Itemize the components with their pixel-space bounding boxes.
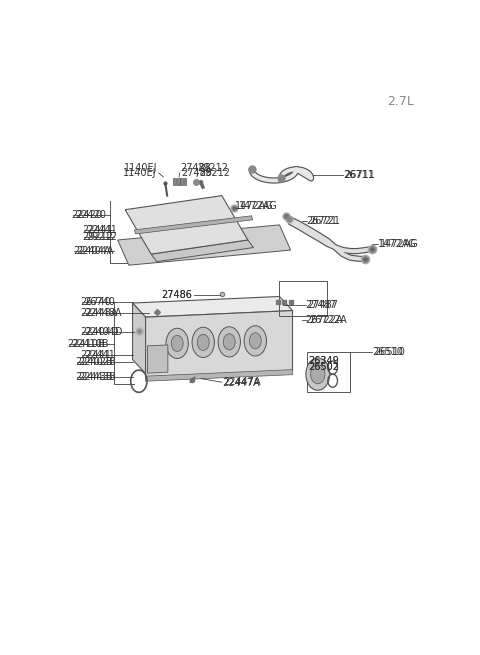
Text: 26721: 26721 bbox=[306, 216, 337, 226]
Text: 26740: 26740 bbox=[84, 297, 115, 307]
Polygon shape bbox=[134, 215, 252, 234]
Circle shape bbox=[223, 334, 235, 350]
Text: 22441: 22441 bbox=[83, 225, 113, 235]
Text: 26502: 26502 bbox=[308, 362, 339, 372]
Bar bbox=[173, 178, 177, 185]
Text: 22447A: 22447A bbox=[224, 377, 261, 387]
Text: 29212: 29212 bbox=[83, 232, 113, 242]
Polygon shape bbox=[132, 303, 145, 373]
Polygon shape bbox=[125, 196, 248, 254]
Text: 26740: 26740 bbox=[81, 297, 111, 307]
Text: 22441: 22441 bbox=[84, 350, 115, 360]
Text: 1140EJ: 1140EJ bbox=[123, 168, 156, 178]
Text: 27486: 27486 bbox=[161, 290, 192, 301]
Text: 26711: 26711 bbox=[345, 170, 375, 180]
Bar bbox=[307, 352, 350, 392]
Text: 26502: 26502 bbox=[308, 362, 339, 372]
Text: 22420: 22420 bbox=[71, 210, 102, 220]
Bar bbox=[180, 178, 183, 185]
Text: 22410B: 22410B bbox=[71, 339, 109, 349]
Text: 26510: 26510 bbox=[372, 347, 403, 357]
Polygon shape bbox=[132, 297, 292, 317]
Text: 27488: 27488 bbox=[180, 163, 211, 173]
Bar bbox=[279, 282, 327, 316]
Text: 26510: 26510 bbox=[374, 347, 405, 357]
Text: 22404D: 22404D bbox=[84, 327, 123, 337]
Text: 1472AG: 1472AG bbox=[239, 200, 277, 211]
Bar bbox=[177, 178, 180, 185]
Polygon shape bbox=[147, 345, 168, 373]
Text: 22402B: 22402B bbox=[79, 357, 116, 367]
Polygon shape bbox=[151, 240, 253, 262]
Text: 1140EJ: 1140EJ bbox=[124, 163, 157, 173]
Text: 22447A: 22447A bbox=[223, 378, 260, 388]
Text: 22410B: 22410B bbox=[67, 339, 105, 349]
Text: 22404A: 22404A bbox=[73, 246, 110, 256]
Circle shape bbox=[249, 333, 261, 349]
Circle shape bbox=[244, 326, 266, 356]
Text: 1472AG: 1472AG bbox=[380, 238, 419, 248]
Text: 22443B: 22443B bbox=[75, 372, 112, 382]
Text: 26349: 26349 bbox=[308, 356, 339, 366]
Text: 29212: 29212 bbox=[86, 232, 117, 242]
Text: 1472AG: 1472AG bbox=[378, 238, 417, 248]
Text: 22441: 22441 bbox=[81, 350, 111, 360]
Text: 26349: 26349 bbox=[308, 356, 339, 366]
Circle shape bbox=[166, 328, 188, 358]
Text: 27488: 27488 bbox=[181, 168, 213, 178]
Polygon shape bbox=[118, 225, 290, 265]
Text: 26722A: 26722A bbox=[309, 314, 347, 325]
Text: 22441: 22441 bbox=[86, 225, 117, 235]
Text: 27487: 27487 bbox=[307, 299, 338, 310]
Text: 22404D: 22404D bbox=[81, 327, 119, 337]
Polygon shape bbox=[145, 310, 292, 378]
Bar bbox=[183, 178, 186, 185]
Circle shape bbox=[171, 335, 183, 352]
Text: 22448A: 22448A bbox=[81, 308, 118, 318]
Text: 22420: 22420 bbox=[75, 210, 106, 220]
Text: 29212: 29212 bbox=[198, 163, 228, 173]
Circle shape bbox=[192, 328, 215, 358]
Circle shape bbox=[197, 334, 209, 350]
Circle shape bbox=[311, 364, 325, 384]
Text: 22448A: 22448A bbox=[84, 308, 122, 318]
Circle shape bbox=[306, 358, 330, 390]
Text: 22402B: 22402B bbox=[75, 357, 113, 367]
Text: 2.7L: 2.7L bbox=[387, 95, 414, 108]
Polygon shape bbox=[145, 369, 292, 381]
Text: 26711: 26711 bbox=[344, 170, 374, 180]
Text: 29212: 29212 bbox=[200, 168, 230, 178]
Text: 22443B: 22443B bbox=[79, 372, 116, 382]
Text: 26722A: 26722A bbox=[305, 314, 343, 325]
Text: 27486: 27486 bbox=[162, 290, 192, 301]
Circle shape bbox=[218, 327, 240, 357]
Text: 22404A: 22404A bbox=[76, 246, 113, 256]
Text: 27487: 27487 bbox=[305, 299, 336, 310]
Text: 1472AG: 1472AG bbox=[235, 200, 274, 211]
Text: 26721: 26721 bbox=[309, 216, 340, 226]
